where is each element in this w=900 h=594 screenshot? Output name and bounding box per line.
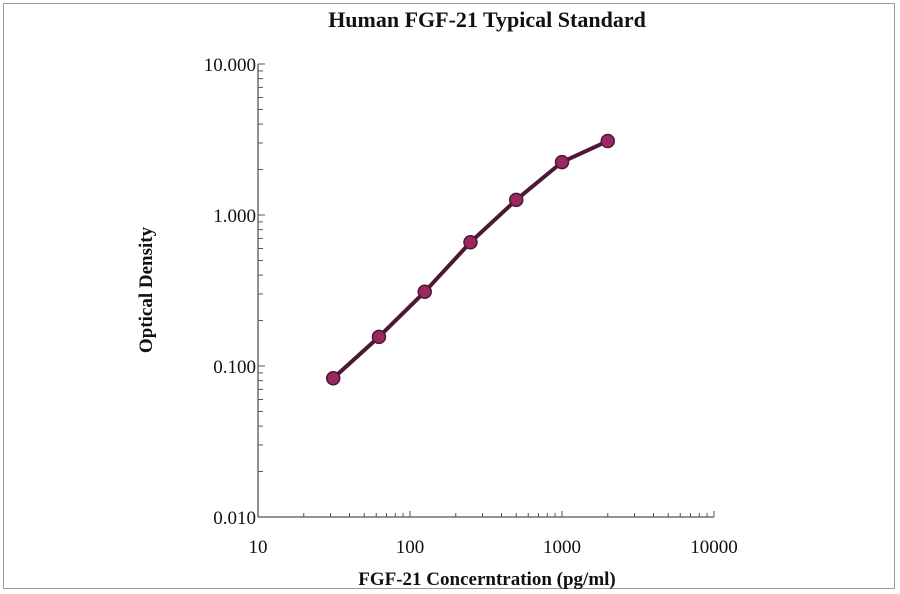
x-tick-label: 100 bbox=[396, 537, 425, 558]
y-tick-label: 1.000 bbox=[213, 206, 256, 227]
y-tick-label: 0.100 bbox=[213, 357, 256, 378]
y-tick-label: 0.010 bbox=[213, 508, 256, 529]
data-point bbox=[508, 192, 524, 208]
y-axis-title: Optical Density bbox=[136, 226, 157, 353]
x-axis-title: FGF-21 Concerntration (pg/ml) bbox=[358, 569, 616, 590]
data-point bbox=[554, 154, 570, 170]
data-point bbox=[600, 133, 616, 149]
x-tick-label: 1000 bbox=[543, 537, 581, 558]
series-line bbox=[331, 139, 609, 380]
x-tick-label: 10000 bbox=[690, 537, 738, 558]
data-point bbox=[371, 329, 387, 345]
image-frame bbox=[3, 3, 895, 589]
x-tick-label: 10 bbox=[249, 537, 268, 558]
data-point bbox=[325, 370, 341, 386]
data-point bbox=[417, 284, 432, 300]
data-point bbox=[463, 234, 478, 250]
y-tick-label: 10.000 bbox=[204, 55, 256, 76]
chart-title: Human FGF-21 Typical Standard bbox=[328, 7, 646, 32]
